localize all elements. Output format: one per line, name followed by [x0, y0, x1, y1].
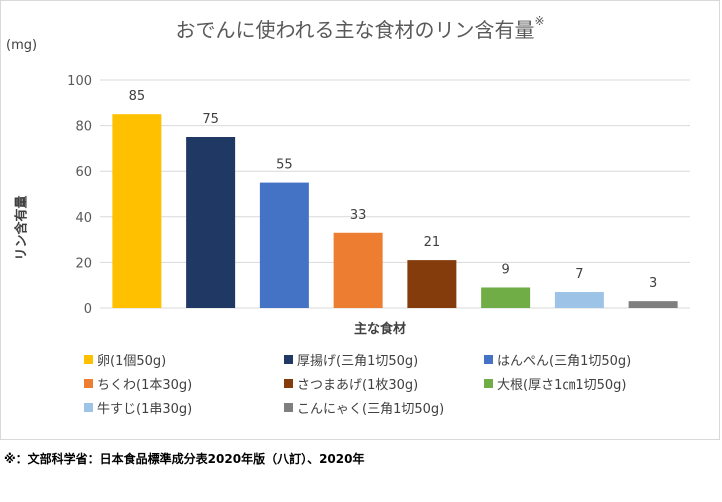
y-tick-label: 80 — [75, 120, 92, 135]
legend-item: 厚揚げ(三角1切50g) — [284, 350, 418, 369]
legend-label: 大根(厚さ1㎝1切50g) — [497, 378, 627, 393]
data-label: 33 — [350, 208, 367, 223]
data-label: 3 — [649, 276, 657, 291]
legend-item: さつまあげ(1枚30g) — [284, 374, 418, 393]
bar-5 — [407, 260, 457, 308]
legend-swatch — [84, 379, 93, 388]
y-tick-label: 20 — [75, 256, 92, 271]
data-label: 9 — [501, 262, 509, 277]
y-axis-unit: (mg) — [6, 38, 38, 53]
legend-swatch — [284, 355, 293, 364]
legend-swatch — [84, 403, 93, 412]
legend-label: 牛すじ(1串30g) — [97, 402, 193, 417]
chart-title: おでんに使われる主な食材のリン含有量※ — [175, 14, 545, 42]
bar-4 — [333, 232, 383, 308]
legend-label: こんにゃく(三角1切50g) — [297, 402, 445, 417]
legend-label: 卵(1個50g) — [97, 354, 167, 369]
data-label: 55 — [276, 158, 293, 173]
legend-item: 卵(1個50g) — [84, 350, 166, 369]
legend-label: さつまあげ(1枚30g) — [297, 378, 419, 393]
data-label: 85 — [129, 89, 146, 104]
bar-6 — [481, 287, 531, 308]
legend-swatch — [284, 403, 293, 412]
legend-swatch — [484, 355, 493, 364]
y-tick-label: 100 — [67, 74, 92, 89]
bar-7 — [554, 292, 604, 308]
data-label: 7 — [575, 267, 583, 282]
data-label: 21 — [424, 235, 441, 250]
bar-chart-plot: 0 20 40 60 80 100 85 75 55 33 21 9 7 3 — [67, 74, 690, 317]
legend-item: 大根(厚さ1㎝1切50g) — [484, 374, 626, 393]
legend-swatch — [284, 379, 293, 388]
data-label: 75 — [202, 112, 219, 127]
legend-swatch — [484, 379, 493, 388]
legend-item: 牛すじ(1串30g) — [84, 398, 192, 417]
y-tick-label: 40 — [75, 211, 92, 226]
bar-8 — [628, 301, 678, 308]
legend-label: ちくわ(1本30g) — [97, 378, 193, 393]
x-axis-label: 主な食材 — [353, 322, 406, 337]
legend-item: はんぺん(三角1切50g) — [484, 350, 631, 369]
bar-2 — [186, 137, 236, 308]
title-note-mark: ※ — [534, 14, 545, 28]
legend-swatch — [84, 355, 93, 364]
legend-label: はんぺん(三角1切50g) — [497, 354, 632, 369]
bar-3 — [259, 182, 309, 308]
bar-1 — [112, 114, 162, 308]
y-tick-label: 0 — [84, 302, 92, 317]
source-footnote: ※：文部科学省：日本食品標準成分表2020年版（八訂）、2020年 — [4, 452, 365, 466]
legend-label: 厚揚げ(三角1切50g) — [297, 354, 419, 369]
y-tick-label: 60 — [75, 165, 92, 180]
legend-item: ちくわ(1本30g) — [84, 374, 192, 393]
legend-item: こんにゃく(三角1切50g) — [284, 398, 444, 417]
